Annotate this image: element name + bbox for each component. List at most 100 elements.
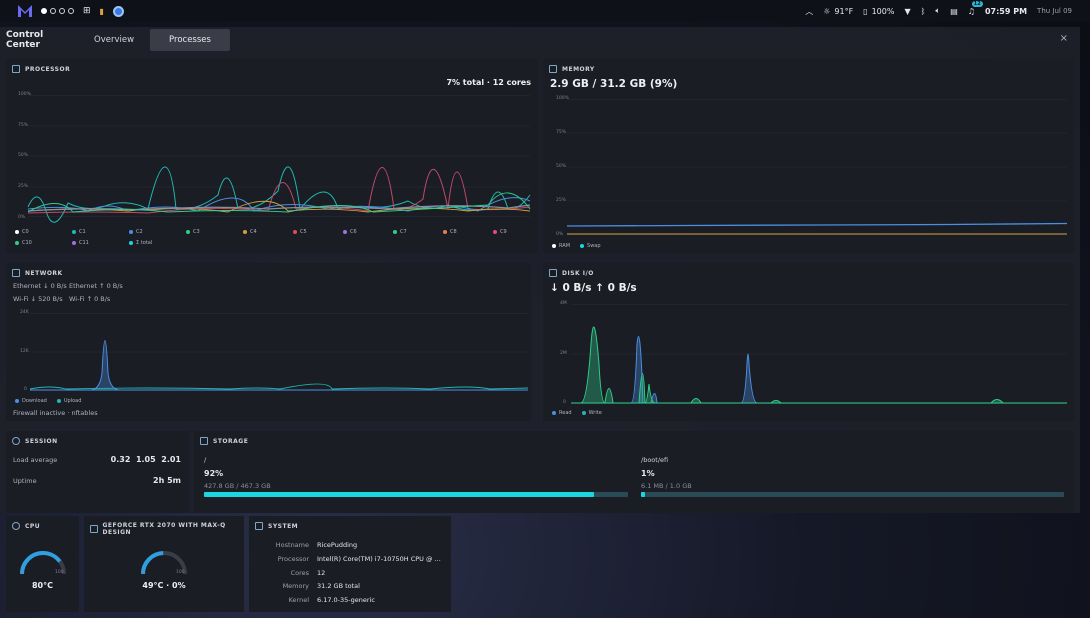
volume-icon[interactable]: 🔈︎ (935, 6, 941, 15)
workspace-dot-2[interactable] (50, 8, 56, 14)
network-panel: NETWORK Ethernet ↓ 0 B/s Ethernet ↑ 0 B/… (6, 263, 531, 421)
cpu-temp-card: CPU 0 100 80°C (6, 516, 79, 612)
legend-c11[interactable]: C11 (72, 240, 129, 246)
legend-swatch (72, 230, 76, 234)
legend-label: C6 (350, 229, 357, 235)
network-legend: Download Upload (15, 398, 81, 404)
legend-swatch (15, 241, 19, 245)
battery-widget[interactable]: ▯ 100% (863, 7, 894, 16)
uptime-label: Uptime (13, 477, 37, 485)
gauge-min: 0 (141, 570, 144, 575)
legend-c5[interactable]: C5 (293, 229, 343, 235)
volume-bar-fill (204, 492, 594, 497)
net-axis-0: 0 (24, 387, 27, 392)
legend-swatch (56, 399, 61, 403)
weather-widget[interactable]: ☼ 91°F (823, 7, 853, 16)
legend-write[interactable]: Write (581, 410, 602, 416)
processor-title: PROCESSOR (25, 65, 71, 73)
system-row-value: 6.17.0-35-generic (317, 596, 375, 604)
legend-swatch (243, 230, 247, 234)
cpu-card-title: CPU (25, 522, 41, 530)
tab-processes[interactable]: Processes (150, 29, 230, 51)
cpu-chart (27, 95, 531, 223)
legend-swatch (552, 411, 556, 415)
memory-summary: 2.9 GB / 31.2 GB (9%) (550, 78, 678, 90)
disk-axis-2m: 2M (560, 351, 567, 356)
disk-title-row: DISK I/O (549, 269, 594, 277)
workspace-indicator[interactable] (41, 8, 74, 14)
wifi-down: Wi-Fi ↓ 520 B/s (13, 295, 63, 303)
system-row-label: Hostname (275, 541, 309, 549)
legend-read[interactable]: Read (552, 410, 572, 416)
legend-label: C8 (450, 229, 457, 235)
grid-icon[interactable]: ⊞ (83, 6, 91, 16)
cpu-series-c4 (27, 200, 531, 213)
terminal-icon[interactable]: ▮ (99, 6, 104, 16)
cpu-series-total (27, 204, 531, 212)
legend-c0[interactable]: C0 (15, 229, 72, 235)
clock-date: Thu Jul 09 (1037, 7, 1072, 15)
legend-label: C1 (79, 229, 86, 235)
network-title: NETWORK (25, 269, 63, 277)
legend-c8[interactable]: C8 (443, 229, 493, 235)
legend-c3[interactable]: C3 (186, 229, 243, 235)
legend-ram[interactable]: RAM (552, 243, 570, 249)
legend-c10[interactable]: C10 (15, 240, 72, 246)
legend-label: C4 (250, 229, 257, 235)
bell-icon: ♫ (967, 6, 975, 16)
workspace-dot-4[interactable] (68, 8, 74, 14)
browser-icon[interactable] (112, 5, 124, 17)
volume-percent: 92% (204, 469, 224, 478)
legend-c9[interactable]: C9 (493, 229, 533, 235)
volume-mount: /boot/efi (641, 456, 669, 464)
net-axis-12k: 12K (20, 349, 29, 354)
memory-icon (549, 65, 557, 73)
weather-value: 91°F (834, 6, 854, 16)
legend-c1[interactable]: C1 (72, 229, 129, 235)
battery-icon: ▯ (863, 6, 868, 16)
legend-c2[interactable]: C2 (129, 229, 186, 235)
legend-label: Σ total (136, 240, 153, 246)
legend-c6[interactable]: C6 (343, 229, 393, 235)
memory-chart (566, 99, 1068, 235)
legend-label: C2 (136, 229, 143, 235)
legend-download[interactable]: Download (15, 398, 47, 404)
cpu-axis-50: 50% (18, 153, 29, 158)
legend-label: Swap (587, 243, 601, 249)
legend-swatch (443, 230, 447, 234)
legend-total[interactable]: Σ total (129, 240, 186, 246)
cpu-card-title-row: CPU (12, 522, 40, 530)
system-title-row: SYSTEM (255, 522, 298, 530)
clock-time[interactable]: 07:59 PM (984, 6, 1028, 16)
volume-detail: 427.8 GB / 467.3 GB (204, 482, 271, 490)
network-icon (12, 269, 20, 277)
volume-detail: 6.1 MB / 1.0 GB (641, 482, 692, 490)
legend-c4[interactable]: C4 (243, 229, 293, 235)
app-logo-icon[interactable] (18, 5, 32, 17)
wifi-up: Wi-Fi ↑ 0 B/s (69, 295, 111, 303)
load-average-label: Load average (13, 456, 58, 464)
chevron-up-icon[interactable]: ︿ (805, 6, 814, 16)
gauge-max: 100 (176, 570, 185, 575)
legend-upload[interactable]: Upload (56, 398, 81, 404)
legend-label: C11 (79, 240, 89, 246)
disk-icon (549, 269, 557, 277)
wifi-icon[interactable]: ▼ (904, 6, 911, 16)
legend-c7[interactable]: C7 (393, 229, 443, 235)
memory-title: MEMORY (562, 65, 595, 73)
processor-panel: PROCESSOR 7% total · 12 cores 100% 75% 5… (6, 59, 538, 253)
processor-summary: 7% total · 12 cores (446, 78, 531, 87)
tab-overview[interactable]: Overview (94, 35, 135, 45)
ethernet-down: Ethernet ↓ 0 B/s (13, 282, 67, 290)
legend-swap[interactable]: Swap (580, 243, 601, 249)
memory-title-row: MEMORY (549, 65, 595, 73)
notification-button[interactable]: ♫ 12 (967, 0, 983, 16)
close-icon[interactable]: × (1059, 33, 1068, 44)
workspace-dot-3[interactable] (59, 8, 65, 14)
bluetooth-icon[interactable]: ᛒ (920, 6, 926, 16)
mem-axis-0: 0% (556, 232, 564, 237)
top-bar: ⊞ ▮ ︿ ☼ 91°F ▯ 100% ▼ ᛒ 🔈︎ ▤ ♫ 12 07:59 … (0, 0, 1090, 22)
clipboard-icon[interactable]: ▤ (950, 6, 958, 16)
workspace-dot-1[interactable] (41, 8, 47, 14)
legend-swatch (15, 399, 19, 403)
